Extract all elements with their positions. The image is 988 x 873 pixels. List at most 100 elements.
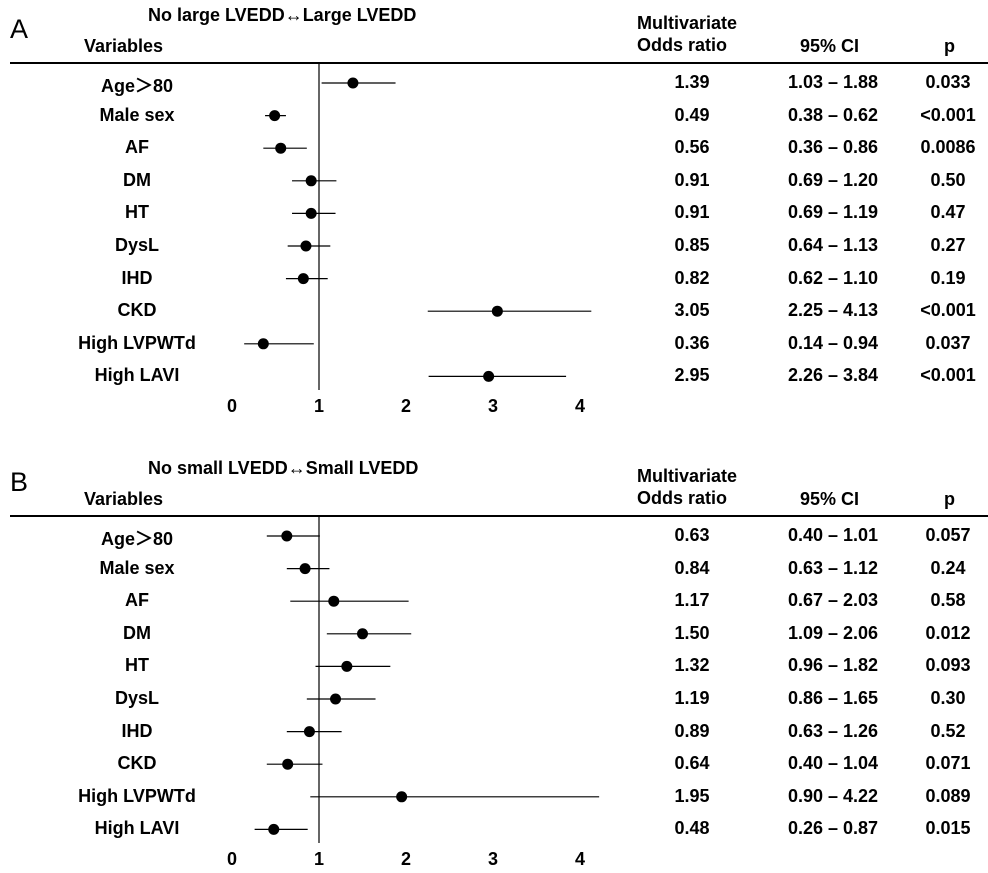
p-value: 0.52 <box>930 720 966 741</box>
odds-ratio-header-line2: Odds ratio <box>637 488 728 508</box>
odds-ratio-value: 0.89 <box>674 720 710 741</box>
ci-value: 0.96 – 1.82 <box>787 655 879 676</box>
panel-title: No large LVEDD↔Large LVEDD <box>148 5 417 25</box>
odds-ratio-value: 0.48 <box>674 818 710 839</box>
variable-label: High LVPWTd <box>78 785 196 806</box>
forest-panel-b: B No small LVEDD↔Small LVEDD Variables M… <box>0 453 988 873</box>
odds-ratio-value: 2.95 <box>674 365 710 386</box>
odds-ratio-point <box>269 110 281 122</box>
odds-ratio-point <box>297 273 309 285</box>
ci-header: 95% CI <box>800 36 860 56</box>
ci-value: 0.63 – 1.26 <box>787 720 879 741</box>
variable-label: CKD <box>117 300 157 321</box>
forest-panel-a: A No large LVEDD↔Large LVEDD Variables M… <box>0 0 988 420</box>
ci-value: 0.63 – 1.12 <box>787 557 879 578</box>
odds-ratio-value: 0.56 <box>674 137 710 158</box>
ci-value: 0.64 – 1.13 <box>787 235 879 255</box>
odds-ratio-value: 1.17 <box>674 590 710 611</box>
x-tick-label: 0 <box>227 849 237 869</box>
odds-ratio-point <box>483 370 495 382</box>
odds-ratio-point <box>303 726 315 738</box>
ci-value: 0.14 – 0.94 <box>787 332 879 353</box>
variable-label: HT <box>125 655 149 676</box>
odds-ratio-value: 1.19 <box>674 688 710 708</box>
p-value: 0.015 <box>925 818 971 839</box>
x-tick-label: 3 <box>488 396 498 416</box>
variable-label: Age＞80 <box>100 76 174 96</box>
p-header: p <box>944 36 955 56</box>
variables-header: Variables <box>84 36 164 56</box>
header-divider <box>10 62 988 64</box>
odds-ratio-point <box>341 660 353 672</box>
odds-ratio-value: 1.95 <box>674 785 710 806</box>
forest-plot: 0 1 2 3 4 <box>227 517 600 869</box>
p-value: 0.037 <box>925 332 971 353</box>
p-value: 0.58 <box>930 590 966 611</box>
variable-label: AF <box>125 590 149 611</box>
p-value: 0.033 <box>925 72 971 92</box>
odds-ratio-value: 3.05 <box>674 300 710 321</box>
p-value: <0.001 <box>920 104 976 125</box>
x-tick-label: 2 <box>401 849 411 869</box>
odds-ratio-point <box>299 563 311 575</box>
p-value: <0.001 <box>920 300 976 321</box>
odds-ratio-point <box>357 628 368 640</box>
p-value: 0.24 <box>930 557 966 578</box>
ci-value: 0.62 – 1.10 <box>787 267 879 288</box>
variable-label: HT <box>125 202 149 223</box>
ci-value: 0.26 – 0.87 <box>787 818 879 839</box>
odds-ratio-header-line1: Multivariate <box>637 13 738 33</box>
p-value: 0.012 <box>925 622 971 643</box>
header-divider <box>10 515 988 517</box>
odds-ratio-point <box>300 240 312 252</box>
odds-ratio-point <box>268 823 280 835</box>
ci-value: 0.40 – 1.01 <box>787 525 879 545</box>
odds-ratio-point <box>491 305 503 317</box>
p-value: 0.071 <box>925 753 971 774</box>
odds-ratio-point <box>330 693 342 705</box>
odds-ratio-value: 0.82 <box>674 267 710 288</box>
p-value: 0.093 <box>925 655 971 676</box>
variables-header: Variables <box>84 489 164 509</box>
odds-ratio-value: 0.36 <box>674 332 710 353</box>
variable-label: Age＞80 <box>100 529 174 549</box>
x-tick-label: 2 <box>401 396 411 416</box>
ci-value: 0.69 – 1.19 <box>787 202 879 223</box>
x-tick-label: 1 <box>314 396 324 416</box>
ci-value: 0.86 – 1.65 <box>787 688 879 708</box>
odds-ratio-point <box>347 77 359 89</box>
odds-ratio-value: 0.64 <box>674 753 710 774</box>
variable-label: High LAVI <box>94 818 180 839</box>
variable-label: DysL <box>114 235 159 255</box>
odds-ratio-point <box>328 595 340 607</box>
p-value: <0.001 <box>920 365 976 386</box>
odds-ratio-point <box>305 175 317 187</box>
ci-value: 0.38 – 0.62 <box>787 104 879 125</box>
variable-label: IHD <box>121 267 153 288</box>
variable-label: High LVPWTd <box>78 332 196 353</box>
odds-ratio-value: 1.50 <box>674 622 710 643</box>
x-tick-label: 4 <box>575 849 585 869</box>
odds-ratio-value: 0.84 <box>674 557 710 578</box>
ci-value: 1.03 – 1.88 <box>787 72 879 92</box>
p-value: 0.0086 <box>920 137 976 158</box>
x-tick-label: 4 <box>575 396 585 416</box>
odds-ratio-header: Multivariate Odds ratio <box>637 465 737 509</box>
ci-value: 1.09 – 2.06 <box>787 622 879 643</box>
odds-ratio-value: 0.85 <box>674 235 710 255</box>
p-value: 0.057 <box>925 525 971 545</box>
variable-label: Male sex <box>99 104 175 125</box>
odds-ratio-header-line2: Odds ratio <box>637 35 728 55</box>
p-value: 0.30 <box>930 688 966 708</box>
odds-ratio-point <box>396 791 408 803</box>
p-value: 0.19 <box>930 267 966 288</box>
variable-label: DM <box>123 169 151 190</box>
ci-header: 95% CI <box>800 489 860 509</box>
odds-ratio-point <box>281 530 293 542</box>
odds-ratio-point <box>257 338 269 350</box>
odds-ratio-point <box>282 758 294 770</box>
variable-label: High LAVI <box>94 365 180 386</box>
x-tick-label: 1 <box>314 849 324 869</box>
ci-value: 2.26 – 3.84 <box>787 365 879 386</box>
odds-ratio-value: 1.39 <box>674 72 710 92</box>
